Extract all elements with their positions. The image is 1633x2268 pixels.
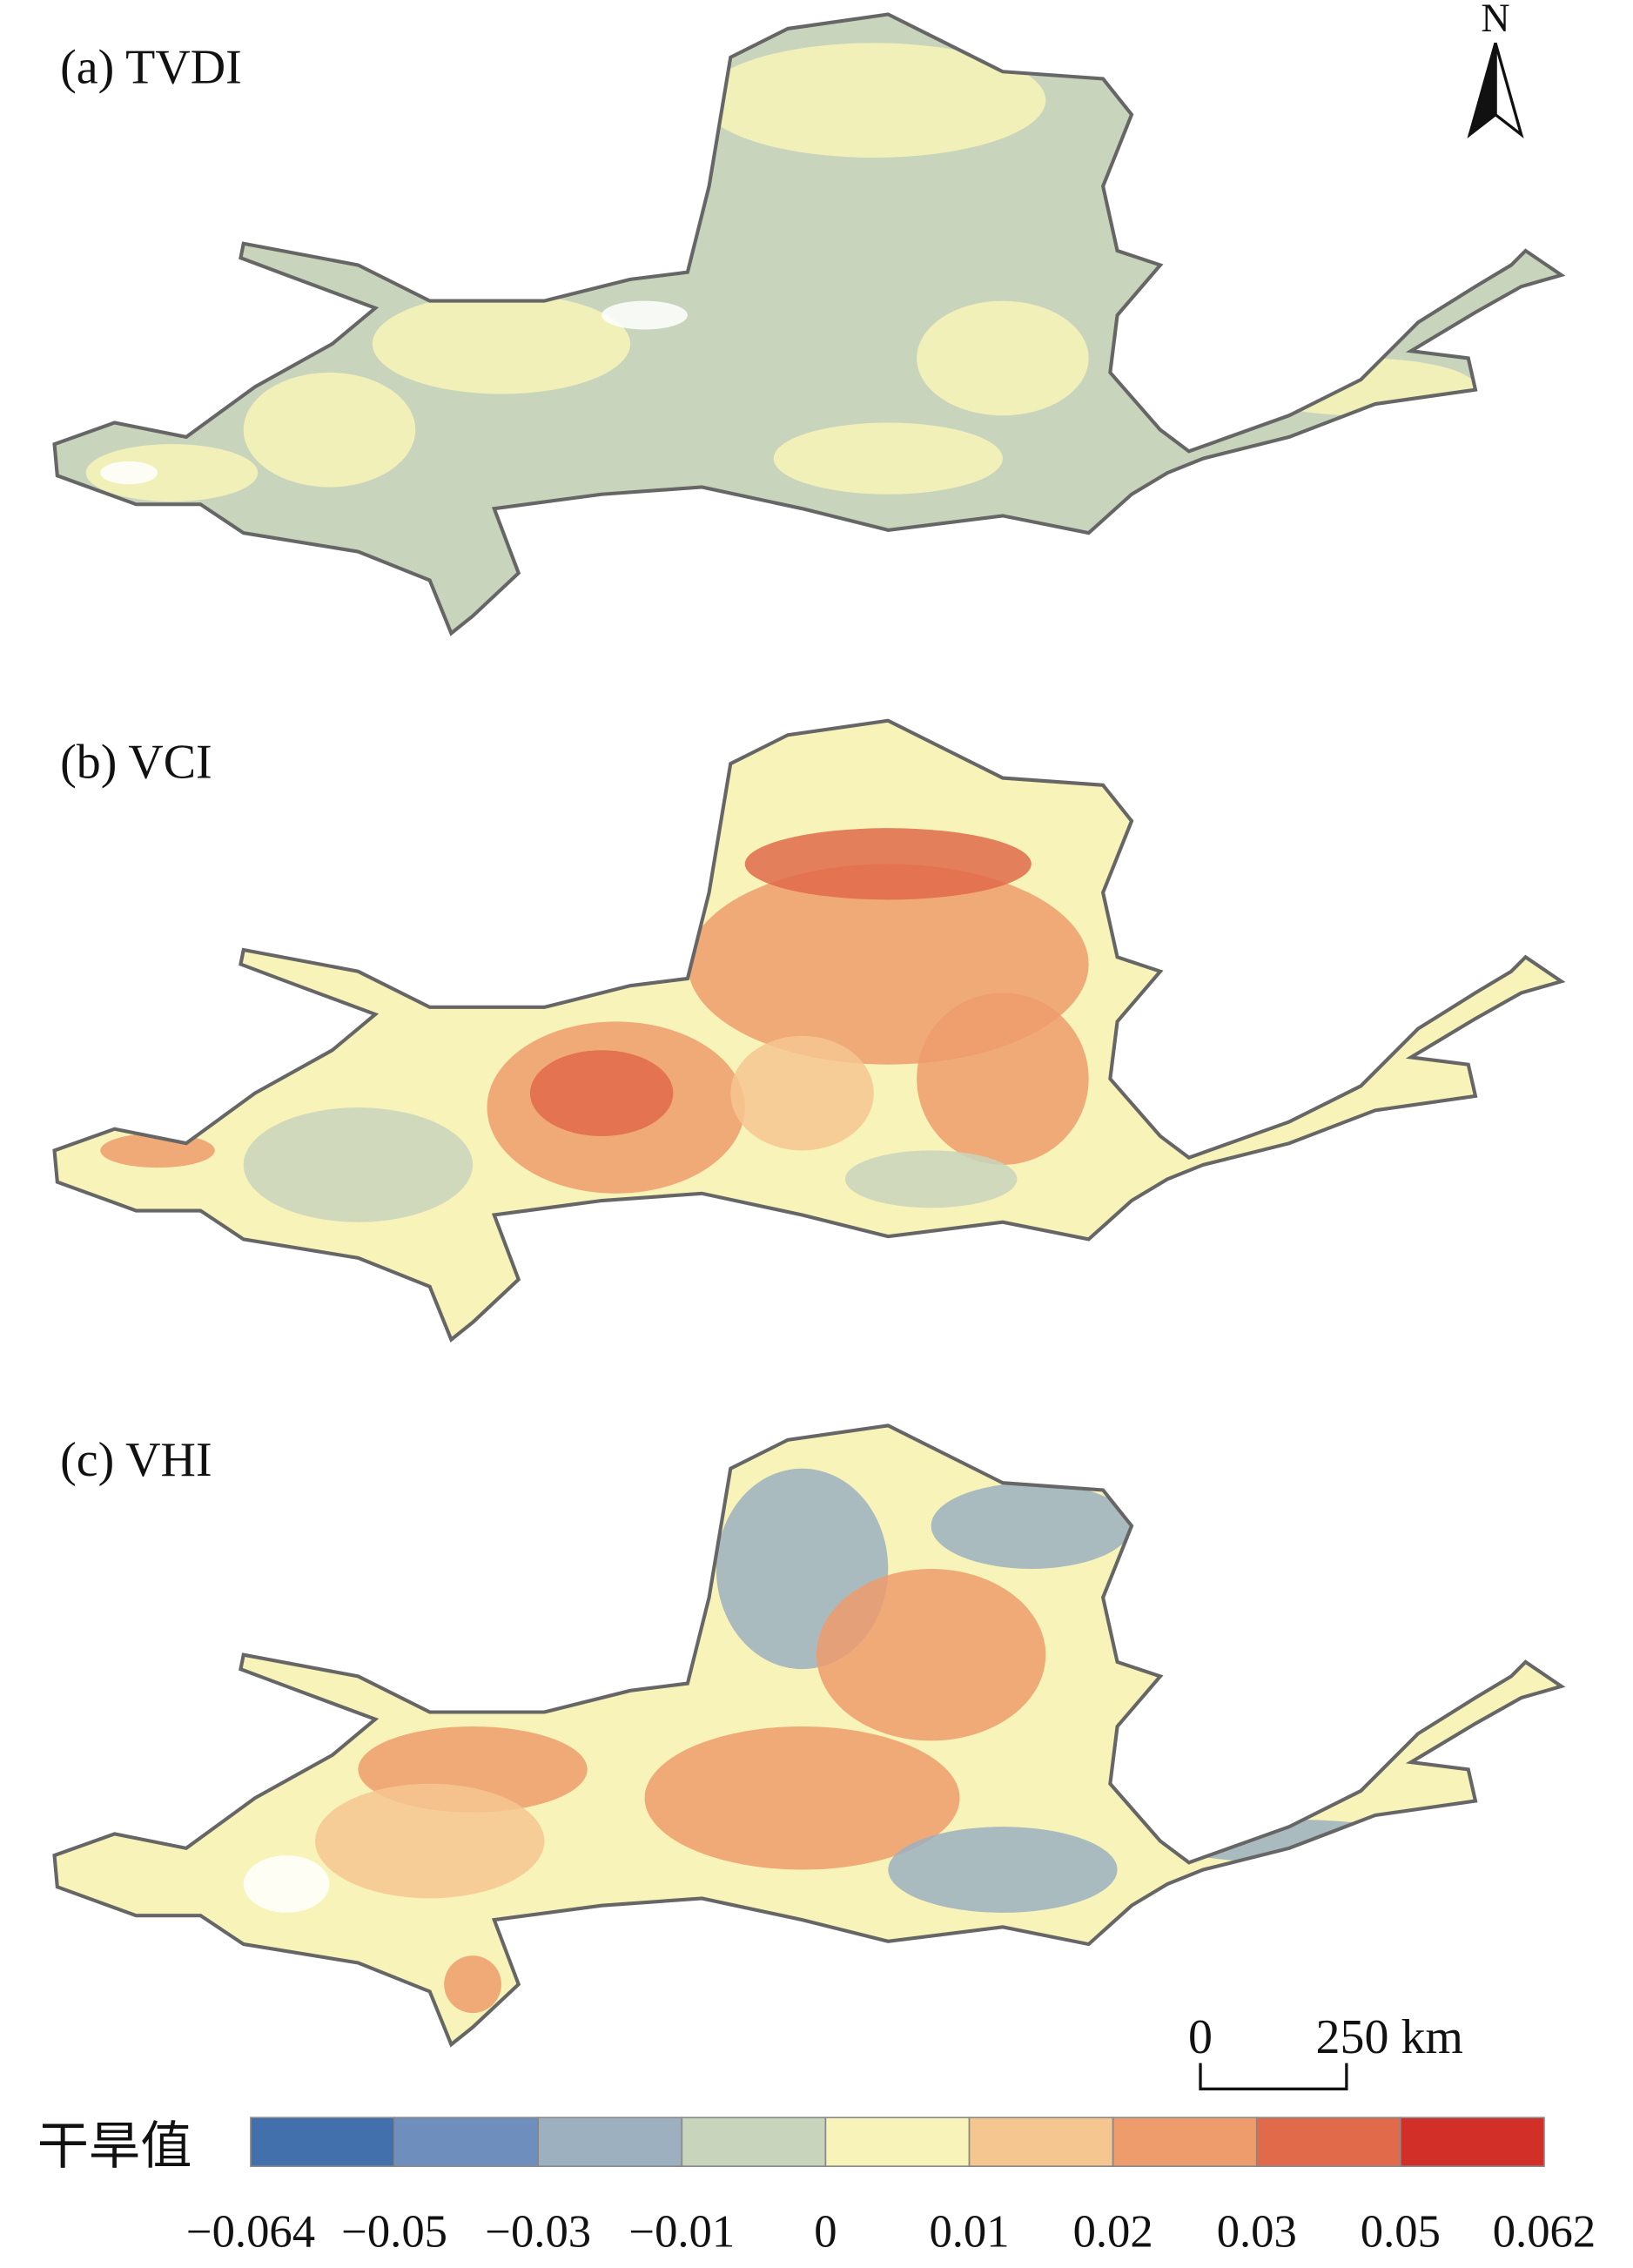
- map-region: [601, 300, 688, 330]
- map-region: [315, 1783, 545, 1899]
- legend-swatch: [968, 2117, 1114, 2167]
- map-region: [917, 300, 1089, 416]
- map-region: [844, 1150, 1018, 1208]
- legend-tick-label: 0: [814, 2206, 837, 2257]
- legend-swatch: [250, 2117, 395, 2167]
- scale-label: 250 km: [1316, 2010, 1463, 2064]
- basin-outline: [52, 1423, 1566, 2048]
- map-panel: [54, 720, 1562, 1340]
- legend-tick-label: 0.062: [1493, 2206, 1596, 2257]
- map-region: [444, 1955, 501, 2014]
- map-region: [773, 422, 1003, 495]
- map-region: [529, 1050, 674, 1136]
- north-arrow: [1467, 42, 1497, 139]
- legend-tick-label: 0.02: [1073, 2206, 1153, 2257]
- legend-tick-label: 0.05: [1361, 2206, 1441, 2257]
- panel-label: (c) VHI: [60, 1433, 212, 1487]
- map-region: [644, 1726, 960, 1870]
- legend-swatch: [393, 2117, 540, 2167]
- legend-tick-label: 0.03: [1217, 2206, 1297, 2257]
- legend: −0.064 −0.05 −0.03 −0.01 0 0.01 0.02 0.03 0.05 0.…: [186, 2117, 1596, 2257]
- legend-title: 干旱值: [37, 2117, 192, 2175]
- legend-swatch: [1400, 2117, 1545, 2167]
- basin-outline: [52, 718, 1566, 1343]
- legend-tick-label: −0.03: [485, 2206, 591, 2257]
- legend-swatch: [1255, 2117, 1401, 2167]
- map-region: [85, 444, 259, 501]
- basin-outline: [52, 12, 1566, 636]
- map-region: [917, 993, 1089, 1165]
- map-region: [730, 1035, 874, 1151]
- north-arrow: [1494, 42, 1524, 139]
- panel-label: (b) VCI: [60, 736, 212, 790]
- scale-bar: [1199, 2063, 1348, 2090]
- scale-label: 0: [1188, 2010, 1213, 2064]
- map-region: [744, 828, 1032, 900]
- map-region: [243, 372, 416, 488]
- map-region: [243, 1107, 474, 1222]
- map-region: [931, 1483, 1132, 1569]
- legend-tick-label: −0.01: [628, 2206, 735, 2257]
- map-region: [888, 1827, 1118, 1913]
- panel-label: (a) TVDI: [60, 40, 242, 94]
- legend-swatch: [537, 2117, 683, 2167]
- legend-tick-label: 0.01: [929, 2206, 1009, 2257]
- map-region: [702, 43, 1046, 158]
- north-label: N: [1481, 0, 1509, 40]
- legend-tick-label: −0.064: [186, 2206, 315, 2257]
- legend-tick-label: −0.05: [341, 2206, 447, 2257]
- legend-swatch: [681, 2117, 827, 2167]
- map-region: [100, 461, 158, 485]
- map-region: [816, 1568, 1046, 1741]
- map-region: [372, 293, 631, 394]
- legend-swatch: [1112, 2117, 1258, 2167]
- map-panel: [54, 1425, 1562, 2045]
- map-region: [243, 1855, 330, 1913]
- map-region: [1246, 358, 1475, 416]
- legend-swatch: [824, 2117, 971, 2167]
- map-panel: [54, 14, 1562, 634]
